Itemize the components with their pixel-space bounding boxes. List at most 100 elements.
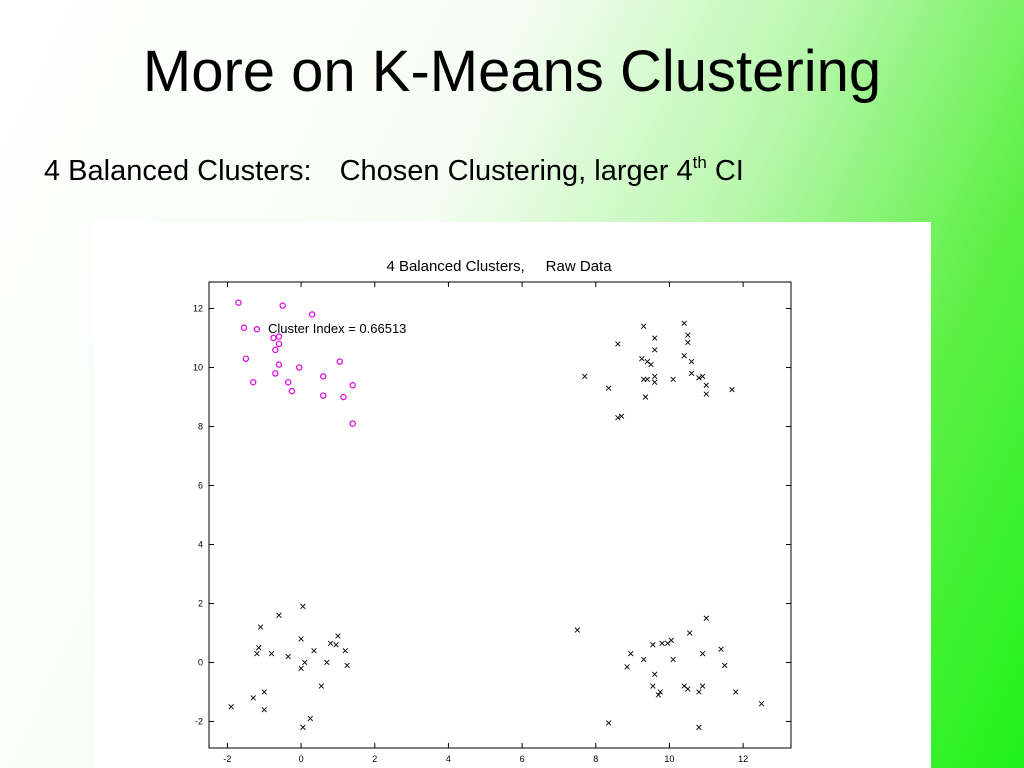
cluster-point-x	[261, 689, 267, 695]
cluster-point-x	[605, 385, 612, 391]
cluster-point-x	[685, 332, 691, 338]
cluster-point-x	[648, 361, 654, 368]
cluster-point-x	[256, 645, 262, 651]
cluster-point-x	[699, 650, 706, 657]
cluster-point-x	[703, 615, 709, 621]
cluster-point-x	[228, 703, 234, 710]
x-tick-label: 8	[593, 754, 598, 764]
cluster-point-circle	[275, 361, 283, 368]
cluster-point-x	[644, 358, 651, 365]
cluster-point-x	[640, 323, 647, 329]
cluster-point-x	[703, 382, 709, 388]
cluster-point-x	[729, 386, 735, 393]
cluster-point-x	[311, 647, 317, 654]
axis-ticks: -2 0 2 4 6 8 10 12 -2 0 2 4 6 8 10 12	[193, 282, 791, 764]
cluster-point-circle	[319, 392, 327, 399]
cluster-point-circle	[272, 346, 279, 354]
cluster-point-x	[298, 636, 304, 642]
plot-frame	[208, 281, 792, 749]
cluster-point-x	[628, 650, 634, 657]
cluster-point-x	[699, 373, 706, 380]
cluster-point-x	[615, 341, 621, 347]
cluster-point-x	[644, 376, 651, 383]
cluster-point-x	[327, 640, 334, 647]
cluster-point-x	[300, 724, 306, 731]
cluster-point-x	[688, 370, 695, 377]
cluster-point-x	[254, 650, 260, 657]
cluster-point-x	[670, 376, 676, 383]
chart-title: 4 Balanced Clusters, Raw Data	[386, 258, 612, 275]
x-tick-label: -2	[223, 754, 231, 764]
cluster-point-x	[640, 656, 647, 663]
cluster-point-x	[664, 640, 671, 647]
y-tick-label: 2	[198, 598, 203, 608]
cluster-point-circle	[275, 340, 283, 348]
cluster-point-x	[718, 646, 724, 652]
cluster-point-x	[685, 339, 691, 346]
subtitle-end: CI	[706, 155, 744, 187]
cluster-point-x	[318, 683, 325, 689]
cluster-point-x	[721, 662, 728, 669]
cluster-point-x	[298, 665, 304, 672]
cluster-point-x	[686, 630, 693, 636]
cluster-point-circle	[288, 387, 296, 395]
cluster-point-x	[651, 335, 658, 341]
cluster-point-circle	[349, 382, 356, 389]
cluster-point-circle	[340, 393, 347, 401]
y-tick-label: 4	[198, 539, 203, 549]
cluster-point-x	[257, 624, 264, 630]
cluster-point-circle	[250, 379, 257, 386]
cluster-point-x	[618, 413, 625, 419]
subtitle-right: Chosen Clustering, larger 4	[339, 155, 693, 187]
cluster-point-x	[651, 671, 658, 677]
x-tick-label: 2	[372, 754, 377, 764]
y-tick-label: -2	[195, 716, 203, 726]
y-tick-label: 6	[198, 481, 203, 491]
cluster-point-x	[699, 683, 706, 689]
cluster-point-x	[657, 689, 663, 695]
cluster-point-x	[758, 701, 765, 707]
cluster-point-x	[300, 603, 306, 610]
cluster-point-x	[344, 662, 350, 669]
cluster-point-x	[250, 695, 256, 701]
cluster-point-x	[651, 379, 658, 385]
cluster-point-x	[268, 650, 275, 657]
cluster-point-circle	[308, 311, 316, 318]
cluster-index-annotation: Cluster Index = 0.66513	[268, 321, 407, 336]
y-tick-label: 12	[193, 304, 203, 314]
cluster-point-x	[688, 358, 695, 365]
cluster-point-x	[335, 633, 341, 639]
x-tick-label: 12	[738, 754, 748, 764]
cluster-point-circle	[319, 373, 327, 380]
cluster-point-x	[261, 706, 267, 713]
data-points	[228, 299, 765, 731]
cluster-point-circle	[253, 325, 261, 333]
cluster-point-circle	[272, 370, 279, 377]
subtitle-left: 4 Balanced Clusters:	[44, 155, 312, 187]
cluster-point-circle	[279, 302, 286, 309]
cluster-point-x	[681, 320, 687, 327]
cluster-point-circle	[242, 355, 250, 362]
cluster-point-x	[650, 642, 656, 648]
cluster-point-circle	[240, 324, 248, 331]
cluster-point-circle	[270, 334, 277, 342]
cluster-point-x	[655, 692, 662, 698]
cluster-point-x	[342, 647, 349, 654]
cluster-point-x	[651, 347, 658, 353]
cluster-point-x	[285, 653, 291, 660]
cluster-point-x	[639, 355, 645, 362]
x-tick-label: 4	[446, 754, 451, 764]
cluster-point-x	[703, 391, 709, 397]
cluster-point-x	[582, 373, 588, 380]
y-tick-label: 8	[198, 422, 203, 432]
scatter-plot: -2 0 2 4 6 8 10 12 -2 0 2 4 6 8 10 12	[193, 281, 792, 764]
cluster-point-circle	[284, 379, 292, 386]
cluster-point-x	[670, 656, 676, 663]
subtitle-superscript: th	[692, 153, 707, 172]
cluster-point-x	[324, 659, 330, 666]
cluster-point-x	[651, 373, 658, 380]
cluster-point-circle	[275, 333, 283, 340]
cluster-point-x	[642, 394, 649, 400]
cluster-point-x	[615, 414, 621, 421]
cluster-point-circle	[349, 420, 356, 427]
